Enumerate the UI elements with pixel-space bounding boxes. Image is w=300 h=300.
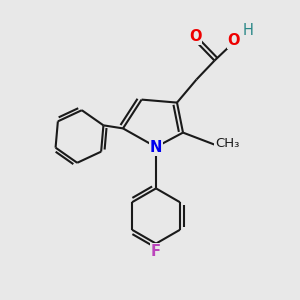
Text: O: O <box>228 33 240 48</box>
Text: CH₃: CH₃ <box>215 136 239 150</box>
Text: O: O <box>189 29 201 44</box>
Text: H: H <box>243 23 254 38</box>
Text: N: N <box>150 140 162 154</box>
Text: F: F <box>151 244 161 260</box>
